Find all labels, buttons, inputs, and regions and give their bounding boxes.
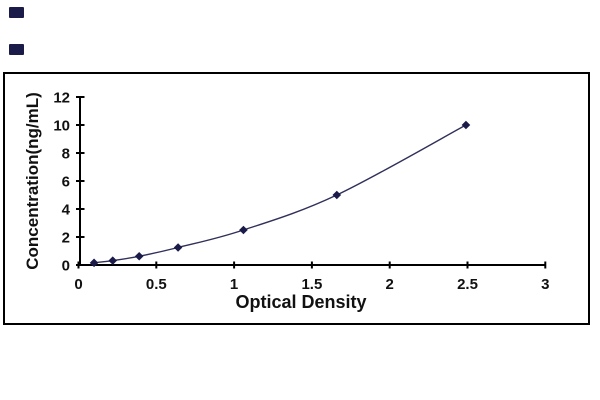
y-tick-label: 0 [62, 258, 70, 275]
x-tick-label: 2 [386, 276, 394, 293]
data-point-marker [239, 225, 248, 235]
x-tick-label: 0 [74, 276, 82, 293]
decorative-mark-1 [9, 7, 24, 18]
tick-labels: 0 0.5 1 1.5 2 2.5 3 0 2 4 6 8 10 12 [53, 90, 549, 294]
y-tick-label: 6 [62, 174, 70, 191]
x-tick-label: 0.5 [146, 276, 167, 293]
axes [79, 96, 546, 266]
x-tick-label: 1 [230, 276, 238, 293]
data-point-marker [173, 243, 183, 252]
y-tick-label: 4 [62, 202, 71, 219]
plot-border [3, 72, 590, 325]
x-tick-label: 3 [541, 276, 549, 293]
y-tick-label: 8 [62, 146, 70, 163]
data-point-marker [461, 120, 471, 130]
y-axis-title: Concentration(ng/mL) [23, 92, 42, 270]
data-point-marker [108, 256, 118, 265]
x-tick-label: 2.5 [457, 276, 478, 293]
y-tick-label: 12 [53, 90, 70, 107]
x-tick-label: 1.5 [301, 276, 322, 293]
x-axis-title: Optical Density [235, 292, 366, 312]
data-point-marker [89, 258, 99, 268]
tick-marks [76, 96, 547, 269]
curve-path [94, 124, 467, 264]
decorative-mark-2 [9, 44, 24, 55]
data-point-marker [332, 190, 342, 200]
data-series [89, 120, 471, 268]
data-point-marker [134, 251, 144, 261]
y-tick-label: 2 [62, 230, 70, 247]
y-tick-label: 10 [53, 118, 70, 135]
